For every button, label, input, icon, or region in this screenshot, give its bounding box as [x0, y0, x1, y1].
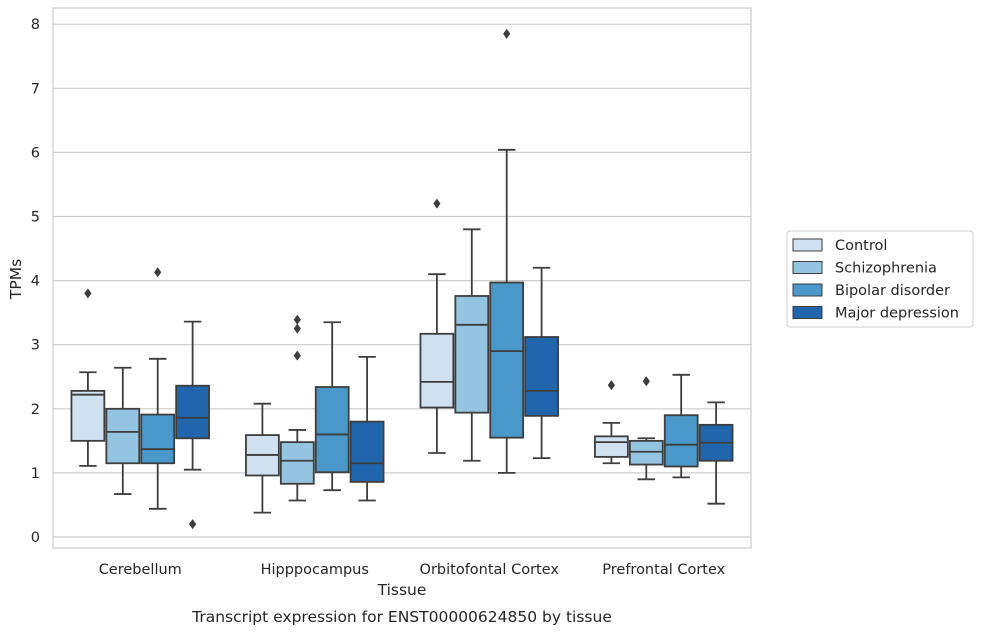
legend-swatch: [792, 261, 823, 274]
box-3-3: [698, 401, 734, 505]
plot-frame: [52, 7, 752, 549]
y-axis-label: TPMs: [7, 259, 25, 300]
legend-label: Major depression: [835, 306, 959, 322]
box-0-3: [175, 320, 210, 530]
box-1-3: [349, 355, 385, 502]
legend-label: Bipolar disorder: [835, 283, 950, 299]
x-axis-label: Tissue: [377, 581, 427, 599]
iqr-box: [349, 420, 385, 483]
outlier-point: [503, 28, 511, 39]
outlier-point: [293, 314, 301, 325]
iqr-box: [419, 332, 455, 409]
y-tick-label: 7: [31, 81, 40, 97]
x-tick-label: Hipppocampus: [261, 562, 369, 578]
chart-caption: Transcript expression for ENST0000062485…: [191, 608, 612, 626]
iqr-box: [454, 295, 490, 414]
iqr-box: [175, 384, 210, 440]
legend-label: Schizophrenia: [835, 261, 937, 277]
box-3-1: [628, 376, 664, 481]
x-tick-label: Prefrontal Cortex: [602, 562, 725, 578]
box-groups: [70, 28, 734, 530]
legend-label: Control: [835, 238, 887, 254]
y-tick-label: 6: [31, 145, 40, 161]
gridlines: [53, 23, 751, 538]
outlier-point: [154, 267, 162, 278]
y-tick-label: 4: [31, 274, 40, 290]
outlier-point: [293, 323, 301, 334]
y-tick-label: 5: [31, 210, 40, 226]
box-2-2: [489, 28, 525, 474]
legend-swatch: [792, 238, 823, 252]
legend: Control Schizophrenia Bipolar disorder Majo…: [786, 230, 974, 328]
box-1-2: [314, 321, 350, 492]
outlier-point: [433, 198, 441, 209]
box-2-0: [419, 198, 455, 454]
box-0-0: [70, 288, 106, 467]
iqr-box: [105, 407, 141, 465]
outlier-point: [293, 350, 301, 361]
iqr-box: [663, 414, 699, 468]
y-tick-label: 2: [31, 402, 40, 418]
legend-swatch: [792, 283, 823, 297]
y-tick-label: 3: [31, 338, 40, 354]
y-tick-label: 8: [31, 17, 40, 33]
iqr-box: [594, 435, 629, 458]
outlier-point: [189, 519, 197, 530]
legend-frame: [786, 230, 974, 328]
box-0-2: [140, 267, 176, 510]
box-0-1: [105, 366, 141, 495]
y-tick-labels: 0 1 2 3 4 5 6 7 8: [31, 17, 40, 546]
box-3-2: [663, 373, 699, 479]
box-1-1: [279, 314, 315, 502]
outlier-point: [84, 288, 92, 299]
x-tick-labels: Cerebellum Hipppocampus Orbitofontal Corte…: [99, 562, 726, 578]
iqr-box: [524, 336, 559, 417]
y-tick-label: 1: [31, 466, 40, 482]
iqr-box: [314, 386, 350, 474]
box-2-1: [454, 228, 490, 462]
iqr-box: [70, 389, 106, 442]
iqr-box: [140, 413, 176, 465]
legend-swatch: [792, 306, 823, 319]
box-1-0: [245, 402, 280, 514]
y-tick-label: 0: [31, 530, 40, 546]
iqr-box: [628, 439, 664, 466]
box-3-0: [594, 380, 629, 465]
iqr-box: [489, 281, 525, 439]
iqr-box: [279, 441, 315, 485]
outlier-point: [607, 380, 615, 391]
x-tick-label: Orbitofontal Cortex: [420, 562, 560, 578]
box-2-3: [524, 266, 559, 460]
outlier-point: [642, 376, 650, 387]
x-tick-label: Cerebellum: [99, 562, 182, 578]
